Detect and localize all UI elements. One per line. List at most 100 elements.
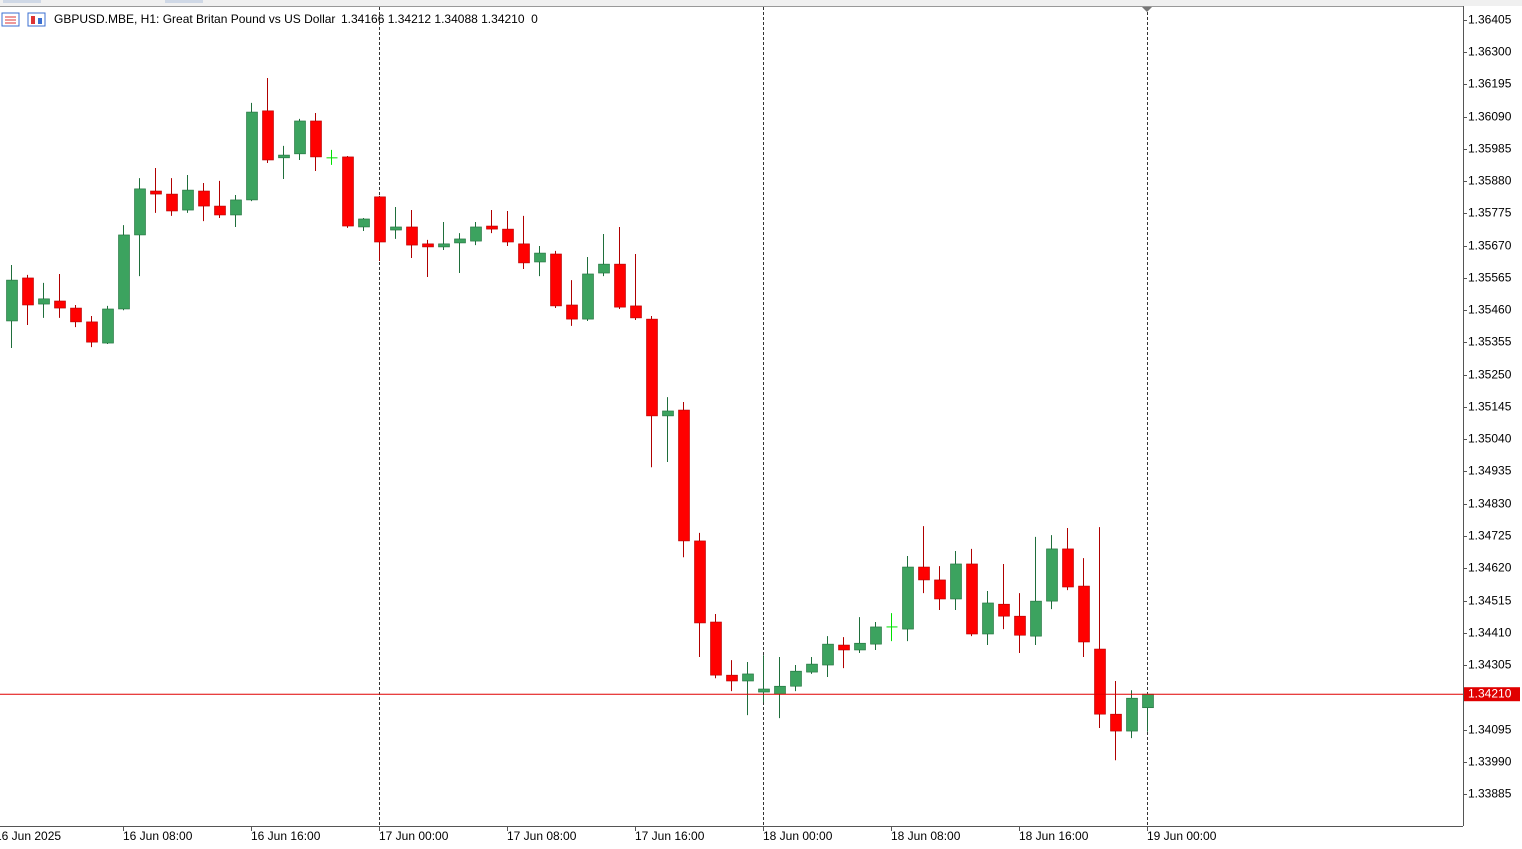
y-tick-label: 1.36405 (1468, 13, 1512, 27)
candle-body (342, 156, 354, 227)
candle-body (22, 277, 34, 306)
candle-body (1110, 713, 1122, 732)
candle-body (566, 304, 578, 320)
candle-body (614, 263, 626, 308)
candle-body (694, 540, 706, 624)
candle-body (870, 626, 882, 645)
candle-body (102, 308, 114, 344)
candle-body (982, 602, 994, 635)
tab (165, 0, 203, 3)
y-tick-label: 1.34830 (1468, 497, 1512, 511)
y-tick-label: 1.36300 (1468, 45, 1512, 59)
candle-body (1078, 585, 1090, 643)
icon-bar (38, 18, 42, 24)
y-tick-label: 1.36195 (1468, 77, 1512, 91)
candle-body (6, 279, 18, 322)
bid-label: 1.34210 (1468, 686, 1512, 700)
candle-body (438, 243, 450, 248)
candle-body (150, 190, 162, 195)
candle-body (726, 674, 738, 682)
candle-body (598, 263, 610, 274)
candle-body (582, 273, 594, 320)
candle-body (390, 226, 402, 231)
candle-body (198, 190, 210, 207)
y-tick-label: 1.34305 (1468, 658, 1512, 672)
x-tick-label: 18 Jun 16:00 (1019, 829, 1089, 843)
y-tick-label: 1.35985 (1468, 142, 1512, 156)
y-tick-label: 1.35460 (1468, 303, 1512, 317)
candle-body (1014, 615, 1026, 636)
bid-label-box (1464, 687, 1520, 702)
candle-body (358, 218, 370, 228)
y-tick-label: 1.35670 (1468, 239, 1512, 253)
candle-body (230, 199, 242, 216)
candle-body (934, 579, 946, 600)
candle-body (470, 226, 482, 242)
candle-body (998, 603, 1010, 617)
candle-body (502, 228, 514, 243)
candle-body (262, 110, 274, 161)
y-tick-label: 1.35565 (1468, 271, 1512, 285)
y-tick-label: 1.33990 (1468, 755, 1512, 769)
candle-body (662, 410, 674, 417)
y-tick-label: 1.34725 (1468, 529, 1512, 543)
y-tick-label: 1.35355 (1468, 335, 1512, 349)
y-tick-label: 1.35040 (1468, 432, 1512, 446)
candle-body (710, 621, 722, 676)
y-tick-label: 1.34095 (1468, 723, 1512, 737)
candle-body (86, 321, 98, 343)
candle-body (486, 225, 498, 230)
candle-body (70, 307, 82, 323)
candle-body (534, 252, 546, 263)
y-tick-label: 1.35880 (1468, 174, 1512, 188)
candle-body (1030, 600, 1042, 637)
ohlc-info: 1.34166 1.34212 1.34088 1.34210 0 (341, 12, 538, 26)
y-tick-label: 1.34620 (1468, 561, 1512, 575)
candle-body (966, 563, 978, 635)
x-tick-label: 18 Jun 00:00 (763, 829, 833, 843)
candle-body (454, 238, 466, 244)
candle-body (310, 120, 322, 158)
tab-strip (0, 0, 1522, 6)
x-tick-label: 17 Jun 00:00 (379, 829, 449, 843)
candle-body (1126, 697, 1138, 732)
candle-body (550, 253, 562, 307)
y-tick-label: 1.35775 (1468, 206, 1512, 220)
x-tick-label: 17 Jun 08:00 (507, 829, 577, 843)
y-tick-label: 1.34410 (1468, 626, 1512, 640)
y-tick-label: 1.33885 (1468, 787, 1512, 801)
candle-body (838, 644, 850, 651)
candle-body (1142, 693, 1154, 709)
candle-body (758, 688, 770, 693)
candle-body (182, 189, 194, 211)
candle-body (374, 196, 386, 243)
candle-body (854, 642, 866, 651)
y-tick-label: 1.35145 (1468, 400, 1512, 414)
y-tick-label: 1.35250 (1468, 368, 1512, 382)
candle-body (1062, 548, 1074, 588)
candle-body (646, 318, 658, 417)
candle-body (806, 663, 818, 673)
x-tick-label: 18 Jun 08:00 (891, 829, 961, 843)
candle-body (166, 193, 178, 212)
candle-body (38, 298, 50, 305)
candle-body (822, 643, 834, 666)
candle-body (742, 673, 754, 682)
candle-body (214, 205, 226, 216)
chart-title: GBPUSD.MBE, H1: Great Britan Pound vs US… (54, 12, 335, 26)
y-tick-label: 1.34515 (1468, 594, 1512, 608)
candle-body (950, 563, 962, 600)
candle-body (902, 566, 914, 630)
candle-body (518, 243, 530, 264)
candle-body (774, 685, 786, 695)
candle-body (134, 188, 146, 236)
candle-body (630, 305, 642, 319)
icon-bar (31, 16, 35, 24)
candle-body (1094, 648, 1106, 715)
candle-body (1046, 548, 1058, 602)
candle-body (54, 300, 66, 309)
candle-body (678, 409, 690, 542)
chart-icon[interactable] (27, 12, 46, 27)
